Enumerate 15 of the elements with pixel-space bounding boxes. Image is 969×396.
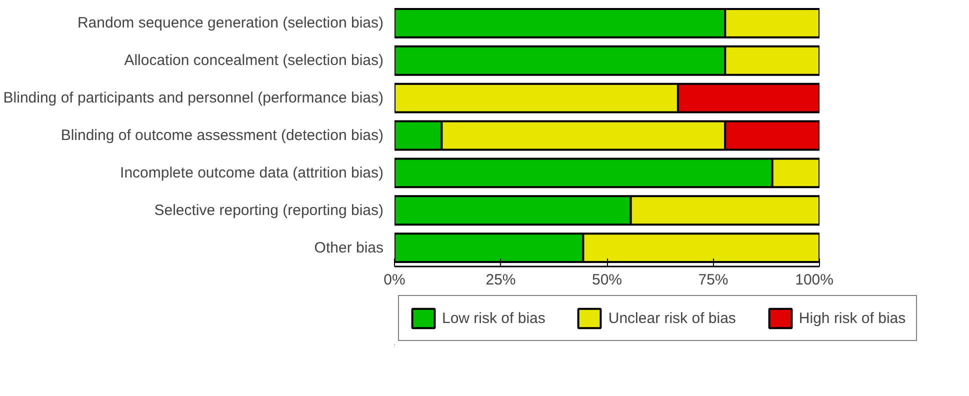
y-tick-label: Selective reporting (reporting bias) [154,202,384,219]
legend-label: Low risk of bias [442,310,546,326]
y-tick-label: Random sequence generation (selection bias) [77,14,384,32]
y-tick-label: Blinding of outcome assessment (detection bias) [60,127,384,144]
y-tick-label: Allocation concealment (selection bias) [124,52,384,70]
legend-label: High risk of bias [798,310,906,326]
x-tick-label: 75% [698,272,728,288]
legend-label: Unclear risk of bias [608,310,736,326]
y-tick-label: Incomplete outcome data (attrition bias) [120,164,384,182]
x-tick-label: 25% [486,272,516,288]
y-tick-label: Other bias [314,239,384,256]
y-tick-label: Blinding of participants and personnel (performance bias) [3,90,384,107]
x-tick-label: 100% [795,272,834,288]
x-tick-label: 0% [384,272,406,288]
x-tick-label: 50% [592,272,622,288]
